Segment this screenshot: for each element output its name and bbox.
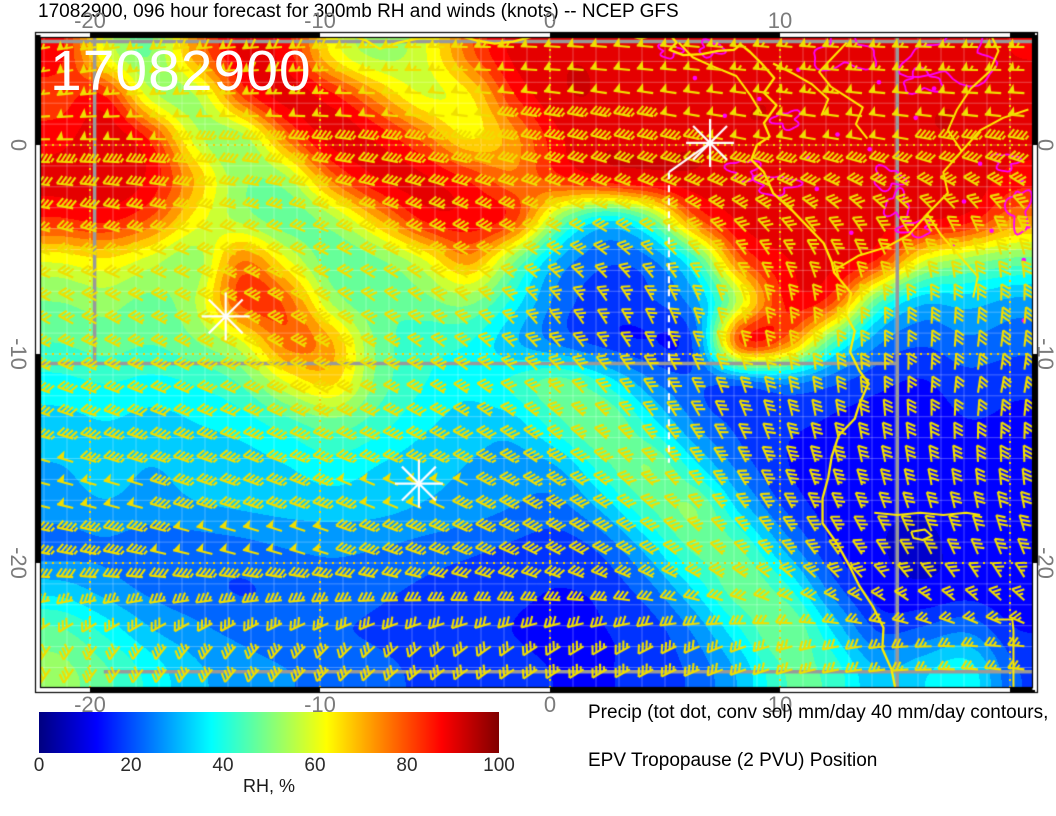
precip-legend-text: Precip (tot dot, conv sol) mm/day 40 mm/…: [588, 702, 1049, 723]
rh-colorbar-tick: 20: [120, 755, 142, 776]
rh-colorbar-tick: 100: [483, 755, 515, 776]
rh-colorbar-title: RH, %: [242, 776, 295, 796]
rh-colorbar-tick: 40: [212, 755, 234, 776]
top-longitude-axis-tick: -20: [74, 8, 106, 33]
init-date-overlay: 17082900: [50, 39, 312, 103]
left-latitude-axis-tick: -10: [6, 338, 31, 370]
right-latitude-axis-tick: -20: [1033, 547, 1056, 579]
right-latitude-axis-tick: 0: [1033, 138, 1056, 152]
bottom-longitude-axis-tick: 0: [543, 692, 557, 717]
rh-colorbar-tick: 80: [396, 755, 418, 776]
rh-colorbar-tick: 0: [33, 755, 45, 776]
rh-colorbar-tick: 60: [304, 755, 326, 776]
top-longitude-axis-tick: -10: [304, 8, 336, 33]
chart-title: 17082900, 096 hour forecast for 300mb RH…: [38, 1, 679, 22]
left-latitude-axis-tick: -20: [6, 547, 31, 579]
top-longitude-axis-tick: 0: [543, 8, 557, 33]
epv-legend-text: EPV Tropopause (2 PVU) Position: [588, 750, 878, 771]
left-latitude-axis-tick: 0: [6, 138, 31, 152]
top-longitude-axis-tick: 10: [767, 8, 793, 33]
right-latitude-axis-tick: -10: [1033, 338, 1056, 370]
bottom-longitude-axis-tick: 10: [767, 692, 793, 717]
rh-colorbar: [39, 712, 499, 753]
